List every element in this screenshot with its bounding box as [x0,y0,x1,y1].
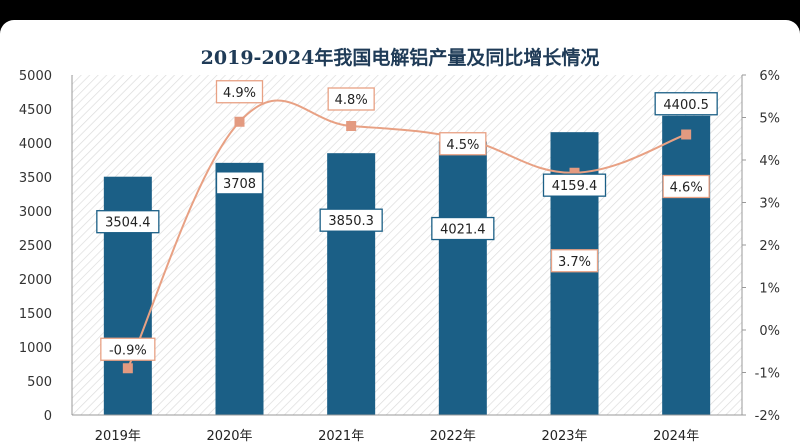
y-left-tick: 2000 [19,273,52,288]
bar-value-label-1: 3708 [215,171,264,195]
growth-marker-0 [122,363,133,374]
bar-value-label-4: 4159.4 [542,173,607,197]
x-tick: 2024年 [653,429,699,444]
x-tick: 2019年 [95,429,141,444]
y-left-tick: 3500 [19,171,52,186]
y-left-tick: 500 [27,375,52,390]
bar-value-label-1-text: 3708 [223,177,256,192]
y-left-tick: 4500 [19,103,52,118]
bar-value-label-5: 4400.5 [654,92,718,116]
y-left-tick: 3000 [19,205,52,220]
plot-area [72,75,742,415]
y-right-tick: 0% [759,324,780,339]
bar-value-label-0-text: 3504.4 [105,216,151,231]
y-left-tick: 1500 [19,307,52,322]
bar-value-label-0-box [96,210,160,234]
y-right-tick: 4% [759,154,780,169]
chart: 2019-2024年我国电解铝产量及同比增长情况 0 500 1000 1500 200… [19,46,780,444]
y-right-tick: 1% [759,282,780,297]
growth-marker-2 [346,121,357,131]
y-right-tick: 2% [759,239,780,254]
growth-marker-4 [569,167,580,178]
bar-value-label-3-box [431,216,495,241]
bar-value-label-4-text: 4159.4 [552,179,598,194]
x-tick: 2021年 [318,429,364,444]
bar-value-label-2: 3850.3 [319,208,383,232]
y-left-tick: 4000 [19,137,52,152]
growth-label-5-box [662,174,710,199]
bar-value-label-3: 4021.4 [431,216,495,241]
bar-value-label-5-box [654,92,718,116]
growth-label-5-text: 4.6% [670,181,703,196]
bar-5 [662,115,711,416]
growth-marker-5 [681,129,692,140]
growth-label-2-text: 4.8% [335,93,368,108]
bar-value-label-5-text: 4400.5 [663,98,709,113]
bar-2 [327,153,376,415]
x-tick: 2023年 [541,429,587,444]
growth-label-4: 3.7% [550,249,599,273]
bar-value-label-3-text: 4021.4 [440,223,486,238]
y-right-tick: 6% [759,69,780,84]
chart-card: 2019-2024年我国电解铝产量及同比增长情况 0 500 1000 1500 200… [0,20,800,447]
growth-line [126,99,687,369]
y-left-tick: 5000 [19,69,52,84]
bar-value-label-2-box [319,208,383,232]
growth-label-1-box [215,80,264,104]
y-right-tick: -2% [755,409,780,424]
bar-value-label-0: 3504.4 [96,210,160,234]
growth-label-4-text: 3.7% [558,255,591,270]
growth-label-3-text: 4.5% [446,138,479,153]
growth-label-4-box [550,249,599,273]
growth-label-2-box [327,87,375,111]
y-left-tick: 2500 [19,239,52,254]
bar-value-label-4-box [542,173,607,197]
growth-label-1-text: 4.9% [223,86,256,101]
y-right-tick: 5% [759,112,780,127]
growth-label-5: 4.6% [662,174,710,199]
growth-label-0-box [100,337,156,361]
growth-label-0: -0.9% [100,337,156,361]
y-right-tick: 3% [759,197,780,212]
bar-value-label-1-box [215,171,264,195]
y-left-tick: 1000 [19,341,52,356]
y-right-tick: -1% [755,367,780,382]
growth-marker-1 [234,116,245,127]
chart-title: 2019-2024年我国电解铝产量及同比增长情况 [201,46,600,69]
growth-label-3-box [439,132,487,156]
x-tick: 2022年 [430,429,476,444]
bar-1 [215,162,264,415]
growth-label-2: 4.8% [327,87,375,111]
growth-label-3: 4.5% [439,132,487,156]
growth-label-1: 4.9% [215,80,264,104]
x-tick: 2020年 [206,429,252,444]
bar-value-label-2-text: 3850.3 [328,214,374,229]
y-left-tick: 0 [44,409,52,424]
bar-3 [438,141,487,415]
growth-label-0-text: -0.9% [109,343,147,358]
